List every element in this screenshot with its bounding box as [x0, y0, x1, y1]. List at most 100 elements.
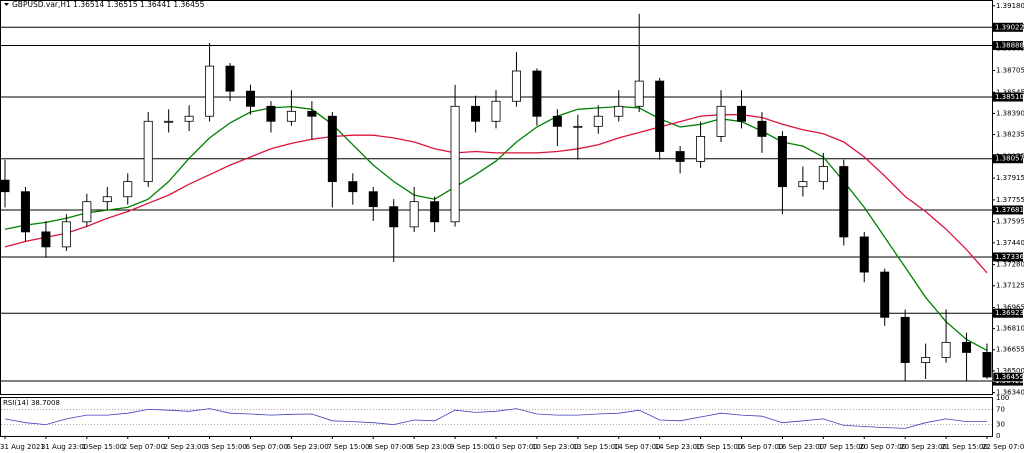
level-label: 1.39022: [995, 23, 1024, 31]
candle-body: [675, 151, 685, 162]
candle-body: [634, 80, 644, 107]
y-tick-label: 1.38705: [996, 66, 1024, 74]
candle-body: [471, 105, 481, 122]
candle-body: [491, 100, 501, 122]
candle-body: [593, 115, 603, 127]
main-panel: [0, 0, 993, 395]
y-tick-label: 1.37755: [996, 196, 1024, 204]
x-tick-label: 31 Aug 2021: [0, 443, 45, 451]
candle-body: [880, 271, 890, 318]
candle-body: [266, 105, 276, 122]
y-tick-label: 1.39180: [996, 2, 1024, 10]
candle-body: [532, 70, 542, 117]
candle-body: [0, 179, 10, 193]
candle-body: [614, 105, 624, 117]
rsi-tick-label: 70: [996, 405, 1005, 413]
candle-body: [286, 110, 296, 122]
x-tick-label: 16 Sep 07:00: [737, 443, 784, 451]
y-tick-label: 1.36340: [996, 389, 1024, 397]
x-tick-label: 15 Sep 15:00: [696, 443, 743, 451]
chart-title: GBPUSD.var,H1 1.36514 1.36515 1.36441 1.…: [12, 0, 205, 9]
y-tick-label: 1.36965: [996, 303, 1024, 311]
x-tick-label: 6 Sep 23:00: [286, 443, 328, 451]
x-tick-label: 14 Sep 07:00: [614, 443, 661, 451]
candle-body: [982, 352, 992, 378]
level-label-box: [993, 308, 1023, 318]
level-label: 1.37336: [995, 253, 1024, 261]
y-tick-label: 1.36655: [996, 346, 1024, 354]
y-tick-label: 1.37280: [996, 261, 1024, 269]
candle-body: [900, 316, 910, 363]
candle-body: [696, 136, 706, 162]
x-tick-label: 3 Sep 15:00: [205, 443, 247, 451]
candle-body: [82, 201, 92, 223]
x-tick-label: 6 Sep 07:00: [246, 443, 288, 451]
x-tick-label: 8 Sep 07:00: [368, 443, 410, 451]
x-tick-label: 17 Sep 15:00: [818, 443, 865, 451]
x-tick-label: 2 Sep 07:00: [123, 443, 165, 451]
y-tick-label: 1.37440: [996, 239, 1024, 247]
x-tick-label: 2 Sep 23:00: [164, 443, 206, 451]
candle-body: [348, 181, 358, 193]
level-label: 1.37681: [995, 206, 1024, 214]
x-tick-label: 9 Sep 15:00: [450, 443, 492, 451]
level-label-box: [993, 252, 1023, 262]
y-tick-label: 1.36500: [996, 367, 1024, 375]
bid-label: 1.36455: [995, 373, 1024, 381]
candle-body: [757, 120, 767, 137]
candle-body: [143, 120, 153, 183]
candle-body: [20, 191, 30, 233]
candle-body: [225, 65, 235, 92]
x-tick-label: 7 Sep 15:00: [327, 443, 369, 451]
level-label: 1.38888: [995, 42, 1024, 50]
candle-body: [777, 136, 787, 188]
candle-body: [737, 105, 746, 122]
candle-body: [716, 105, 726, 137]
level-label: 1.38510: [995, 93, 1024, 101]
candle-body: [246, 90, 255, 107]
candle-body: [839, 166, 849, 238]
level-label: 1.38057: [995, 155, 1024, 163]
menu-arrow[interactable]: [4, 3, 9, 6]
candle-body: [205, 65, 215, 117]
y-tick-label: 1.37915: [996, 174, 1024, 182]
level-label-box: [993, 92, 1023, 102]
x-tick-label: 10 Sep 07:00: [491, 443, 538, 451]
candle-body: [450, 105, 460, 223]
candle-body: [573, 125, 583, 128]
candle-body: [184, 115, 194, 122]
x-tick-label: 20 Sep 23:00: [900, 443, 947, 451]
rsi-title: RSI(14) 38.7008: [3, 399, 60, 407]
x-tick-label: 16 Sep 23:00: [777, 443, 824, 451]
rsi-line: [4, 408, 987, 429]
candle-body: [859, 236, 869, 273]
bid-label-box: [992, 372, 1024, 382]
rsi-tick-label: 100: [996, 394, 1009, 402]
x-tick-label: 13 Sep 15:00: [573, 443, 620, 451]
candle-body: [368, 191, 378, 208]
moving-average: [4, 114, 988, 274]
y-tick-label: 1.38390: [996, 109, 1024, 117]
x-tick-label: 31 Aug 23:00: [41, 443, 88, 451]
x-tick-label: 21 Sep 15:00: [941, 443, 988, 451]
level-label-box: [993, 205, 1023, 215]
x-tick-label: 10 Sep 23:00: [532, 443, 579, 451]
candle-body: [41, 231, 51, 248]
candle-body: [921, 357, 931, 363]
y-tick-label: 1.38545: [996, 88, 1024, 96]
candle-body: [164, 120, 174, 123]
rsi-panel: [0, 397, 993, 437]
candle-body: [655, 80, 665, 152]
candle-body: [389, 206, 399, 228]
candle-body: [307, 110, 317, 117]
x-tick-label: 1 Sep 15:00: [82, 443, 124, 451]
candle-body: [123, 181, 133, 198]
candle-body: [102, 196, 112, 203]
candle-body: [511, 70, 521, 102]
candle-body: [409, 201, 419, 228]
x-tick-label: 22 Sep 07:00: [982, 443, 1024, 451]
level-label-box: [993, 22, 1023, 32]
y-tick-label: 1.38235: [996, 130, 1024, 138]
candle-body: [327, 115, 337, 183]
